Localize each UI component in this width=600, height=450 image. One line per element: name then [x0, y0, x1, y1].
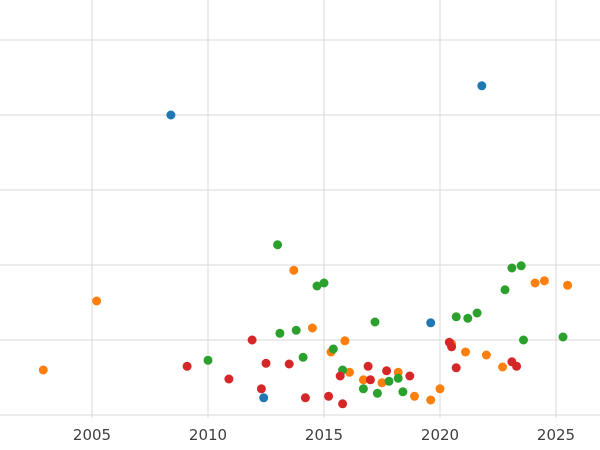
green-series-point	[500, 285, 510, 295]
orange-series-point	[38, 365, 48, 375]
green-series-point	[298, 352, 308, 362]
red-series-point	[324, 391, 334, 401]
green-series-point	[558, 332, 568, 342]
red-series-point	[451, 363, 461, 373]
red-series-point	[405, 371, 415, 381]
green-series-point	[472, 308, 482, 318]
orange-series-point	[461, 347, 470, 357]
orange-series-point	[358, 375, 368, 385]
x-tick-label: 2005	[73, 426, 111, 444]
green-series-point	[519, 335, 528, 345]
blue-series-point	[259, 393, 269, 403]
red-series-point	[224, 374, 234, 384]
red-series-point	[284, 359, 294, 369]
orange-series-point	[426, 395, 436, 405]
red-series-point	[447, 342, 457, 352]
red-series-point	[512, 361, 522, 371]
red-series-point	[335, 371, 345, 381]
green-series-point	[312, 281, 322, 291]
red-series-point	[363, 361, 373, 371]
green-series-point	[291, 325, 301, 335]
red-series-point	[247, 335, 257, 345]
green-series-point	[372, 388, 382, 398]
red-series-point	[182, 361, 192, 371]
green-series-point	[273, 240, 283, 250]
orange-series-point	[345, 367, 354, 377]
blue-series-point	[426, 318, 436, 328]
green-series-point	[463, 313, 473, 323]
red-series-point	[256, 384, 266, 394]
blue-series-point	[166, 110, 176, 120]
orange-series-point	[410, 391, 419, 401]
x-tick-label: 2020	[421, 426, 459, 444]
green-series-point	[384, 376, 394, 386]
green-series-point	[370, 317, 380, 327]
red-series-point	[300, 393, 310, 403]
blue-series-point	[477, 81, 487, 91]
green-series-point	[275, 328, 285, 338]
green-series-point	[507, 263, 517, 273]
x-tick-label: 2015	[305, 426, 343, 444]
orange-series-point	[481, 350, 491, 360]
green-series-point	[358, 384, 368, 394]
red-series-point	[365, 375, 375, 385]
orange-series-point	[563, 280, 573, 290]
orange-series-point	[92, 296, 102, 306]
green-series-point	[398, 387, 408, 397]
red-series-point	[382, 366, 392, 376]
red-series-point	[338, 399, 348, 409]
x-tick-label: 2010	[189, 426, 227, 444]
x-tick-label: 2025	[537, 426, 575, 444]
orange-series-point	[435, 384, 445, 394]
orange-series-point	[530, 278, 540, 288]
orange-series-point	[539, 276, 549, 286]
green-series-point	[319, 278, 329, 288]
green-series-point	[451, 312, 461, 322]
red-series-point	[261, 358, 271, 368]
green-series-point	[516, 261, 526, 271]
green-series-point	[393, 373, 403, 383]
orange-series-point	[377, 378, 387, 388]
orange-series-point	[307, 323, 317, 333]
orange-series-point	[498, 362, 508, 372]
green-series-point	[203, 355, 213, 365]
orange-series-point	[340, 336, 350, 346]
green-series-point	[328, 344, 338, 354]
orange-series-point	[289, 265, 299, 275]
